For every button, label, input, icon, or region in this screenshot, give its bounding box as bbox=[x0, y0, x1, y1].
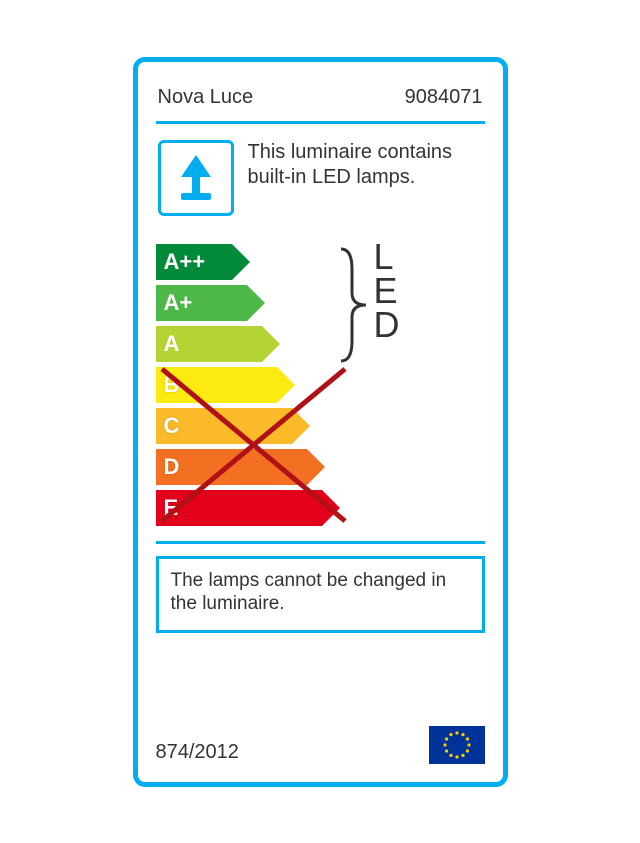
led-letter-l: L bbox=[374, 240, 401, 274]
energy-bar-arrow bbox=[247, 285, 265, 321]
led-letter-e: E bbox=[374, 274, 401, 308]
lamp-info-section: This luminaire contains built-in LED lam… bbox=[156, 124, 485, 234]
energy-rating-chart: A++A+ABCDE L E D bbox=[156, 234, 485, 544]
notice-text: The lamps cannot be changed in the lumin… bbox=[171, 569, 470, 617]
header-row: Nova Luce 9084071 bbox=[156, 80, 485, 124]
energy-bar-a: A bbox=[156, 326, 485, 362]
regulation-number: 874/2012 bbox=[156, 741, 239, 764]
energy-bar-aplus: A+ bbox=[156, 285, 485, 321]
brand-name: Nova Luce bbox=[158, 86, 254, 109]
footer-row: 874/2012 bbox=[156, 714, 485, 764]
energy-bar-aplusplus: A++ bbox=[156, 244, 485, 280]
led-brace bbox=[338, 245, 372, 365]
notice-box: The lamps cannot be changed in the lumin… bbox=[156, 556, 485, 634]
energy-label: Nova Luce 9084071 This luminaire contain… bbox=[133, 57, 508, 787]
lamp-info-text: This luminaire contains built-in LED lam… bbox=[248, 140, 483, 190]
energy-bar-arrow bbox=[262, 326, 280, 362]
lamp-icon-box bbox=[158, 140, 234, 216]
energy-bar-body: A+ bbox=[156, 285, 247, 321]
led-letter-d: D bbox=[374, 308, 401, 342]
energy-bar-body: A bbox=[156, 326, 262, 362]
energy-bar-body: A++ bbox=[156, 244, 232, 280]
eu-flag-icon bbox=[429, 726, 485, 764]
lamp-icon bbox=[167, 149, 225, 207]
disallowed-cross bbox=[150, 361, 360, 537]
led-label: L E D bbox=[374, 240, 401, 343]
product-number: 9084071 bbox=[405, 86, 483, 109]
energy-bar-arrow bbox=[232, 244, 250, 280]
